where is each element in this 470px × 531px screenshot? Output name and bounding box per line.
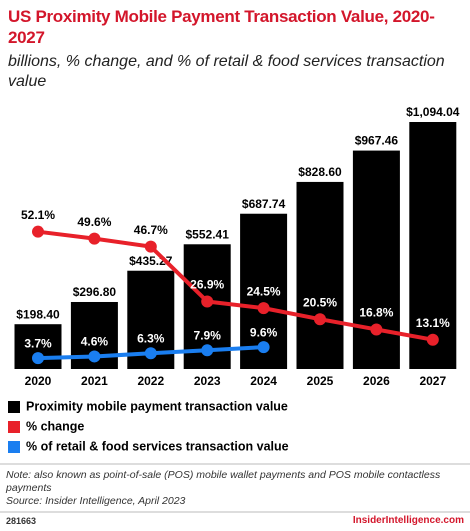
line-value-label: 9.6%: [250, 325, 278, 339]
bar-value-label: $552.41: [186, 227, 230, 241]
x-tick-label: 2020: [25, 374, 52, 388]
legend-label: % of retail & food services transaction …: [26, 439, 289, 453]
bar: [409, 122, 457, 369]
line-value-label: 52.1%: [21, 208, 55, 222]
bar-value-label: $198.40: [16, 307, 60, 321]
legend-label: Proximity mobile payment transaction val…: [26, 399, 288, 413]
chart-title: US Proximity Mobile Payment Transaction …: [8, 7, 435, 47]
x-tick-label: 2023: [194, 374, 221, 388]
line-value-label: 6.3%: [137, 331, 165, 345]
line-point: [257, 341, 270, 354]
line-point: [201, 344, 214, 357]
line-value-label: 26.9%: [190, 278, 224, 292]
line-value-label: 13.1%: [416, 316, 450, 330]
legend-swatch: [8, 421, 20, 433]
x-tick-label: 2022: [137, 374, 164, 388]
line-point: [314, 313, 326, 326]
x-tick-label: 2025: [307, 374, 334, 388]
line: [37, 229, 434, 342]
line-value-label: 3.7%: [24, 336, 52, 350]
line-point: [257, 302, 270, 315]
legend-swatch: [8, 401, 20, 413]
line-value-label: 7.9%: [194, 328, 222, 342]
bar: [296, 181, 344, 369]
line-point: [370, 323, 383, 336]
chart-id: 281663: [6, 516, 37, 526]
line-point: [32, 225, 44, 238]
line-point: [88, 232, 101, 245]
brand: InsiderIntelligence.com: [352, 515, 464, 526]
bar-value-label: $687.74: [242, 197, 286, 211]
line-value-label: 20.5%: [303, 295, 337, 309]
line-value-label: 24.5%: [247, 284, 281, 298]
bar-value-label: $828.60: [298, 165, 342, 179]
line-point: [88, 350, 101, 363]
note: Note: also known as point-of-sale (POS) …: [6, 469, 441, 494]
x-tick-label: 2024: [250, 374, 277, 388]
legend-swatch: [8, 441, 20, 453]
chart-subtitle: billions, % change, and % of retail & fo…: [8, 53, 445, 90]
x-tick-label: 2021: [81, 374, 108, 388]
source: Source: Insider Intelligence, April 2023: [6, 495, 186, 507]
line-value-label: 46.7%: [134, 223, 168, 237]
bar: [352, 150, 400, 369]
line-value-label: 16.8%: [359, 306, 393, 320]
x-tick-label: 2027: [419, 374, 446, 388]
line-value-label: 49.6%: [77, 215, 111, 229]
bar-value-label: $296.80: [73, 285, 117, 299]
legend-label: % change: [26, 419, 84, 433]
line-point: [144, 240, 157, 253]
line-point: [201, 295, 214, 308]
x-tick-label: 2026: [363, 374, 390, 388]
bar-value-label: $1,094.04: [406, 105, 460, 119]
line-value-label: 4.6%: [81, 335, 109, 349]
line-point: [144, 347, 157, 360]
line-point: [426, 333, 439, 346]
bar-value-label: $967.46: [355, 134, 399, 148]
line-point: [32, 352, 44, 365]
